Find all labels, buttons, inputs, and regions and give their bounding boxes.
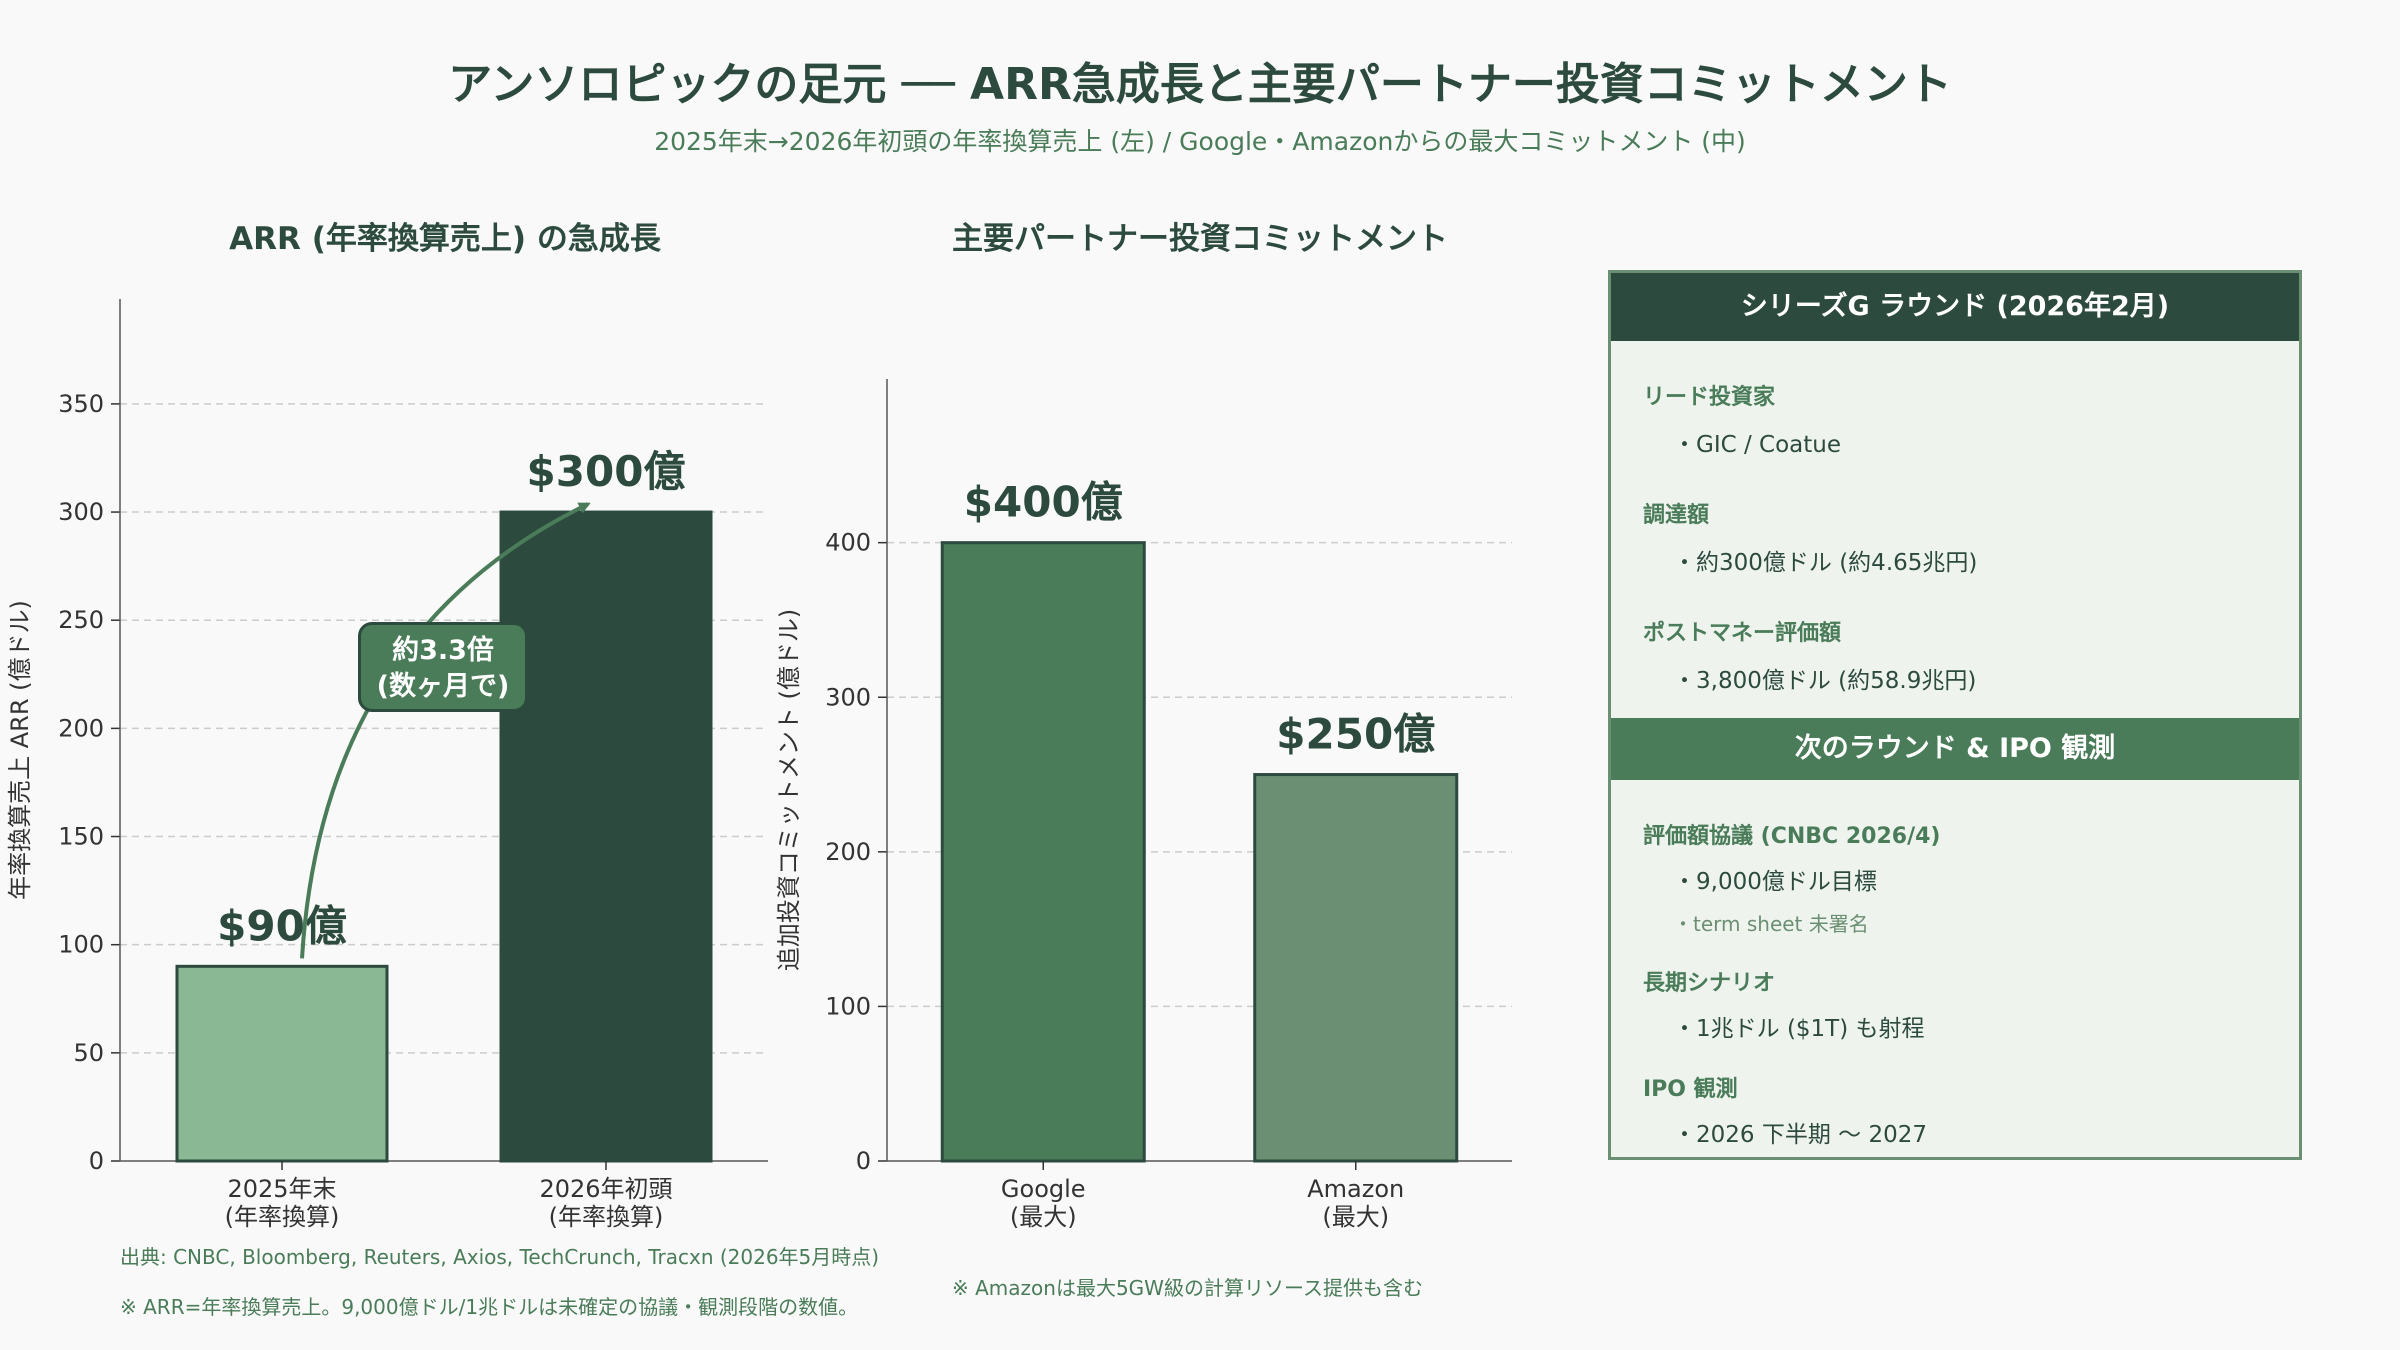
x-tick-label: (最大) <box>1010 1203 1077 1231</box>
chart-mid-title: 主要パートナー投資コミットメント <box>952 221 1448 257</box>
bar-value-label: $400億 <box>964 478 1123 527</box>
lead-investor-value: ・GIC / Coatue <box>1673 432 1842 458</box>
y-tick-label: 300 <box>58 498 104 526</box>
bar <box>499 510 713 1163</box>
growth-annotation: 約3.3倍 (数ヶ月で) <box>358 622 528 712</box>
y-tick-label: 300 <box>825 683 871 711</box>
x-tick-label: 2026年初頭 <box>539 1175 672 1203</box>
page-title: アンソロピックの足元 ── ARR急成長と主要パートナー投資コミットメント <box>448 59 1952 110</box>
post-money-label: ポストマネー評価額 <box>1643 621 1842 646</box>
funding-info-panel: シリーズG ラウンド (2026年2月) リード投資家 ・GIC / Coatu… <box>1608 270 2302 1160</box>
y-tick-label: 400 <box>825 529 871 557</box>
x-tick-label: Google <box>1001 1175 1086 1203</box>
bar-value-label: $300億 <box>527 447 686 496</box>
bar <box>1253 773 1459 1163</box>
x-tick-label: (最大) <box>1322 1203 1389 1231</box>
series-g-header: シリーズG ラウンド (2026年2月) <box>1611 273 2299 341</box>
bar-value-label: $90億 <box>217 901 347 950</box>
y-tick-label: 250 <box>58 606 104 634</box>
lead-investor-label: リード投資家 <box>1643 385 1776 410</box>
y-tick-label: 50 <box>73 1039 104 1067</box>
ipo-value: ・2026 下半期 〜 2027 <box>1673 1122 1927 1148</box>
y-axis-label: 追加投資コミットメント (億ドル) <box>775 609 803 971</box>
bar-value-label: $250億 <box>1276 710 1435 759</box>
page-subtitle: 2025年末→2026年初頭の年率換算売上 (左) / Google・Amazo… <box>654 127 1746 156</box>
y-tick-label: 0 <box>89 1147 104 1175</box>
long-term-label: 長期シナリオ <box>1643 971 1776 996</box>
post-money-value: ・3,800億ドル (約58.9兆円) <box>1673 668 1977 694</box>
next-round-header: 次のラウンド & IPO 観測 <box>1611 718 2299 780</box>
valuation-target-value: ・9,000億ドル目標 <box>1673 869 1877 895</box>
ipo-label: IPO 観測 <box>1643 1077 1738 1102</box>
amazon-footnote: ※ Amazonは最大5GW級の計算リソース提供も含む <box>952 1276 1423 1300</box>
y-tick-label: 150 <box>58 823 104 851</box>
growth-annotation-text: 約3.3倍 (数ヶ月で) <box>376 635 510 702</box>
y-tick-label: 200 <box>825 838 871 866</box>
y-axis-label: 年率換算売上 ARR (億ドル) <box>6 600 34 900</box>
term-sheet-note: ・term sheet 未署名 <box>1673 912 1869 936</box>
x-tick-label: Amazon <box>1307 1175 1404 1203</box>
raise-amount-label: 調達額 <box>1643 503 1710 528</box>
x-tick-label: 2025年末 <box>227 1175 336 1203</box>
partner-chart: 0 100 200 300 400 追加投資コミットメント (億ドル) $400億 Googl… <box>775 379 1512 1231</box>
chart-left-title: ARR (年率換算売上) の急成長 <box>229 221 661 257</box>
y-tick-label: 350 <box>58 390 104 418</box>
source-footnote: 出典: CNBC, Bloomberg, Reuters, Axios, Tec… <box>120 1245 880 1269</box>
bar <box>940 541 1146 1163</box>
x-tick-label: (年率換算) <box>549 1203 664 1231</box>
y-tick-label: 0 <box>856 1147 871 1175</box>
valuation-talks-label: 評価額協議 (CNBC 2026/4) <box>1643 824 1941 849</box>
bar <box>175 964 389 1163</box>
y-tick-label: 200 <box>58 714 104 742</box>
y-tick-label: 100 <box>825 992 871 1020</box>
x-tick-label: (年率換算) <box>225 1203 340 1231</box>
raise-amount-value: ・約300億ドル (約4.65兆円) <box>1673 550 1978 576</box>
y-tick-label: 100 <box>58 931 104 959</box>
long-term-value: ・1兆ドル ($1T) も射程 <box>1673 1016 1925 1042</box>
arr-footnote: ※ ARR=年率換算売上。9,000億ドル/1兆ドルは未確定の協議・観測段階の数… <box>120 1295 859 1319</box>
charts-canvas: 0 50 100 150 200 250 300 350 年率換算売上 ARR (億ドル) $90… <box>6 299 1512 1231</box>
arr-chart: 0 50 100 150 200 250 300 350 年率換算売上 ARR (億ドル) $90… <box>6 299 768 1231</box>
